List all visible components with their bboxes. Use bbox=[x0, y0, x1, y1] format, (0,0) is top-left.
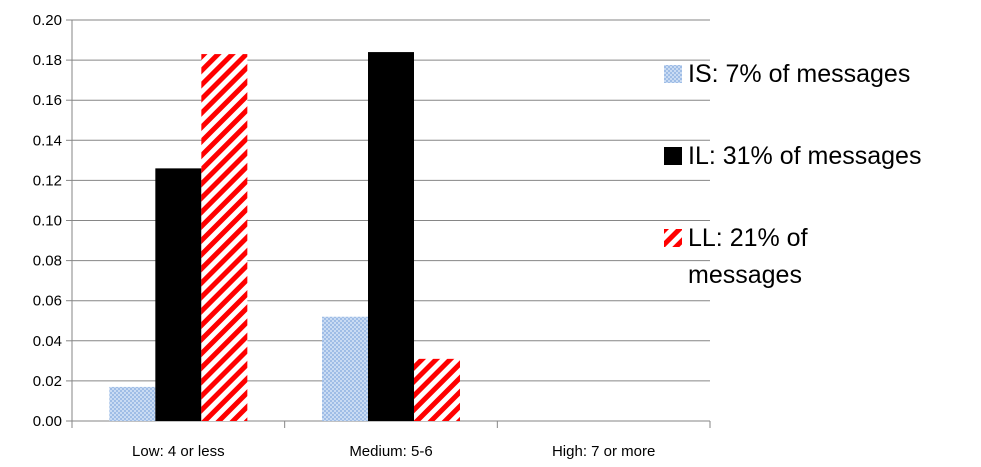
y-tick-label: 0.12 bbox=[33, 172, 62, 189]
y-tick-label: 0.18 bbox=[33, 52, 62, 69]
bar-il bbox=[155, 168, 202, 421]
legend-swatch bbox=[664, 229, 682, 247]
legend-label: LL: 21% of messages bbox=[688, 224, 808, 289]
bar-ll bbox=[414, 358, 460, 421]
y-tick-label: 0.04 bbox=[33, 333, 62, 350]
y-tick-label: 0.20 bbox=[33, 12, 62, 29]
bar-ll bbox=[201, 54, 248, 422]
tick-labels: 0.00 0.02 0.04 0.06 0.08 0.10 0.12 0.14 0.16 0.18… bbox=[33, 12, 656, 460]
bars bbox=[109, 52, 460, 422]
x-tick-label: Medium: 5-6 bbox=[349, 443, 432, 460]
legend-label: IL: 31% of messages bbox=[688, 142, 921, 170]
y-tick-label: 0.14 bbox=[33, 132, 62, 149]
y-tick-label: 0.02 bbox=[33, 373, 62, 390]
bar-il bbox=[368, 52, 414, 421]
y-tick-label: 0.06 bbox=[33, 293, 62, 310]
x-tick-label: High: 7 or more bbox=[552, 443, 655, 460]
legend-label: IS: 7% of messages bbox=[688, 60, 910, 88]
y-tick-label: 0.10 bbox=[33, 213, 62, 230]
x-tick-label: Low: 4 or less bbox=[132, 443, 225, 460]
y-tick-label: 0.16 bbox=[33, 92, 62, 109]
legend: IS: 7% of messages IL: 31% of messages LL:… bbox=[664, 60, 921, 289]
bar-is bbox=[322, 316, 368, 421]
y-tick-label: 0.08 bbox=[33, 253, 62, 270]
legend-swatch bbox=[664, 147, 682, 165]
y-tick-label: 0.00 bbox=[33, 413, 62, 430]
bar-is bbox=[109, 386, 156, 421]
legend-swatch bbox=[664, 65, 682, 83]
